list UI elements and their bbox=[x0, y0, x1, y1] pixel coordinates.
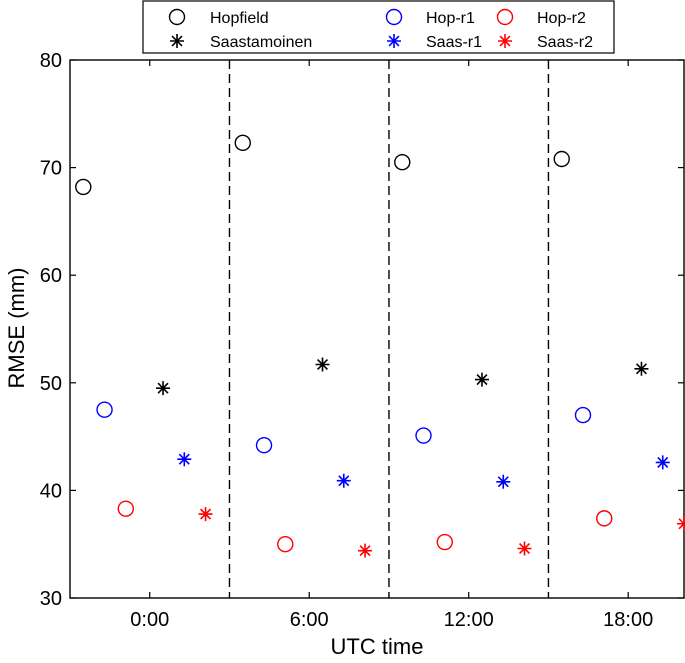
legend-label-saastamoinen: Saastamoinen bbox=[210, 34, 312, 51]
legend-label-hop-r1: Hop-r1 bbox=[426, 10, 475, 27]
point-hopfield-0 bbox=[75, 178, 92, 196]
period-separators bbox=[228, 60, 550, 598]
legend-label-saas-r1: Saas-r1 bbox=[426, 34, 482, 51]
x-axis-label: UTC time bbox=[331, 634, 424, 659]
y-tick-label-60: 60 bbox=[40, 265, 62, 287]
y-tick-label-50: 50 bbox=[40, 373, 62, 395]
point-saas-r2-2 bbox=[517, 541, 532, 556]
point-saastamoinen-2 bbox=[474, 372, 489, 387]
point-saas-r2-3 bbox=[677, 516, 685, 531]
point-hopfield-2 bbox=[394, 154, 411, 171]
plot-area bbox=[69, 59, 685, 599]
point-hop-r1-3 bbox=[574, 406, 592, 424]
point-saas-r2-0 bbox=[198, 507, 213, 522]
y-tick-label-30: 30 bbox=[40, 588, 62, 610]
legend-label-saas-r2: Saas-r2 bbox=[537, 34, 593, 51]
point-hop-r2-2 bbox=[436, 533, 453, 551]
y-axis: 30 40 50 60 70 80 bbox=[40, 50, 684, 610]
legend-marker-saastamoinen bbox=[170, 34, 184, 48]
point-hop-r1-2 bbox=[415, 427, 432, 444]
point-hopfield-3 bbox=[553, 150, 570, 168]
point-hop-r1-0 bbox=[96, 401, 113, 418]
legend-marker-hopfield bbox=[168, 8, 186, 26]
x-tick-label-3: 18:00 bbox=[603, 609, 653, 631]
legend-marker-hop-r2 bbox=[496, 8, 514, 26]
point-saas-r1-0 bbox=[177, 452, 192, 467]
point-saas-r2-1 bbox=[358, 543, 373, 558]
data-marks bbox=[75, 134, 685, 558]
legend-marker-saas-r2 bbox=[498, 34, 512, 48]
y-tick-label-80: 80 bbox=[40, 50, 62, 72]
point-hop-r2-0 bbox=[117, 500, 135, 517]
plot-frame bbox=[69, 59, 685, 599]
point-saastamoinen-0 bbox=[156, 381, 171, 396]
legend-marker-saas-r1 bbox=[387, 34, 401, 48]
x-tick-label-1: 6:00 bbox=[290, 609, 329, 631]
legend-label-hopfield: Hopfield bbox=[210, 10, 269, 27]
point-hop-r2-1 bbox=[277, 536, 294, 553]
x-tick-label-2: 12:00 bbox=[444, 609, 494, 631]
legend-box bbox=[142, 0, 615, 54]
point-saastamoinen-1 bbox=[315, 357, 330, 372]
point-saas-r1-2 bbox=[496, 474, 511, 489]
x-tick-label-0: 0:00 bbox=[130, 609, 169, 631]
point-hopfield-1 bbox=[234, 134, 251, 152]
point-saas-r1-1 bbox=[336, 473, 351, 488]
legend-label-hop-r2: Hop-r2 bbox=[537, 10, 586, 27]
legend: Hopfield Hop-r1 Hop-r2 Saastamoinen Saas-r1 S… bbox=[142, 0, 615, 54]
point-hop-r1-1 bbox=[255, 437, 273, 454]
point-saastamoinen-3 bbox=[634, 361, 649, 376]
point-saas-r1-3 bbox=[655, 455, 670, 470]
y-tick-label-70: 70 bbox=[40, 158, 62, 180]
x-axis: 0:00 6:00 12:00 18:00 bbox=[130, 60, 653, 631]
legend-marker-hop-r1 bbox=[385, 8, 403, 26]
point-hop-r2-3 bbox=[596, 510, 613, 527]
y-tick-label-40: 40 bbox=[40, 480, 62, 502]
y-axis-label: RMSE (mm) bbox=[4, 268, 29, 389]
